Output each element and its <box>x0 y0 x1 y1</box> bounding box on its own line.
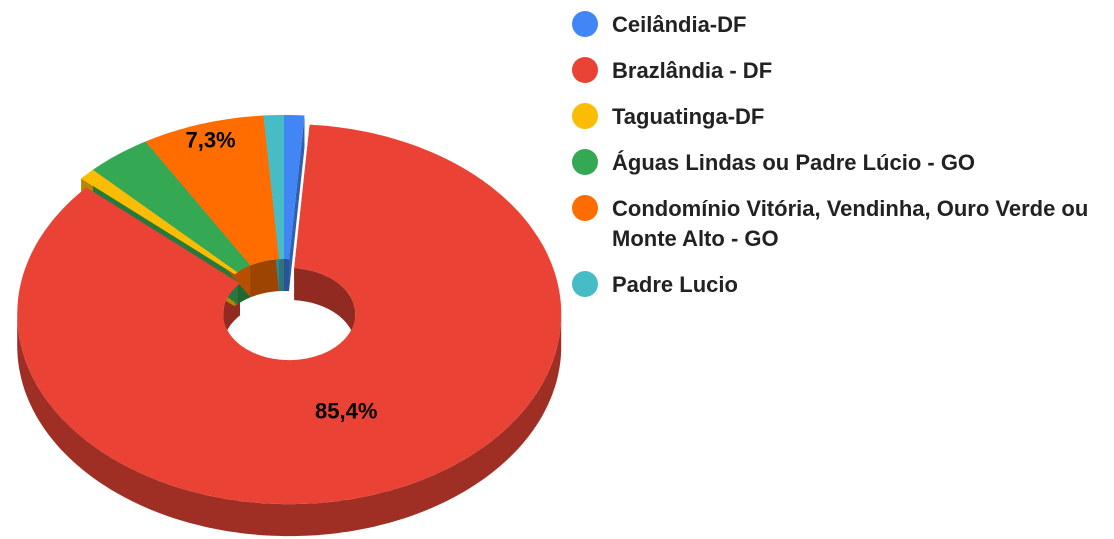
legend-label: Padre Lucio <box>612 272 738 297</box>
hole-wall <box>250 259 279 298</box>
hole-wall <box>279 259 284 292</box>
slice-cut <box>289 115 305 292</box>
legend-swatch <box>572 57 598 83</box>
legend-swatch <box>572 149 598 175</box>
legend-item: Condomínio Vitória, Vendinha, Ouro Verde… <box>572 194 1102 254</box>
chart: 85,4% 7,3% <box>17 115 562 537</box>
slice <box>92 141 251 273</box>
legend-swatch <box>572 271 598 297</box>
slice <box>145 115 279 266</box>
legend-item: Águas Lindas ou Padre Lúcio - GO <box>572 148 1102 178</box>
legend-swatch <box>572 103 598 129</box>
legend-item: Ceilândia-DF <box>572 10 1102 40</box>
legend-swatch <box>572 195 598 221</box>
legend-label: Taguatinga-DF <box>612 104 765 129</box>
legend-swatch <box>572 11 598 37</box>
legend-item: Padre Lucio <box>572 270 1102 300</box>
legend-label: Condomínio Vitória, Vendinha, Ouro Verde… <box>612 196 1089 251</box>
legend-label: Ceilândia-DF <box>612 12 747 37</box>
slice <box>81 169 238 275</box>
legend-label: Brazlândia - DF <box>612 58 773 83</box>
value-label: 85,4% <box>315 399 377 424</box>
legend-item: Brazlândia - DF <box>572 56 1102 86</box>
hole-wall <box>284 259 289 292</box>
hole-wall <box>294 268 356 347</box>
slice-side <box>17 314 562 537</box>
slice <box>17 124 562 505</box>
legend: Ceilândia-DF Brazlândia - DF Taguatinga-DF… <box>572 10 1102 316</box>
slice <box>263 115 284 260</box>
legend-label: Águas Lindas ou Padre Lúcio - GO <box>612 150 976 175</box>
legend-item: Taguatinga-DF <box>572 102 1102 132</box>
value-label: 7,3% <box>185 128 235 153</box>
slice <box>284 115 305 260</box>
